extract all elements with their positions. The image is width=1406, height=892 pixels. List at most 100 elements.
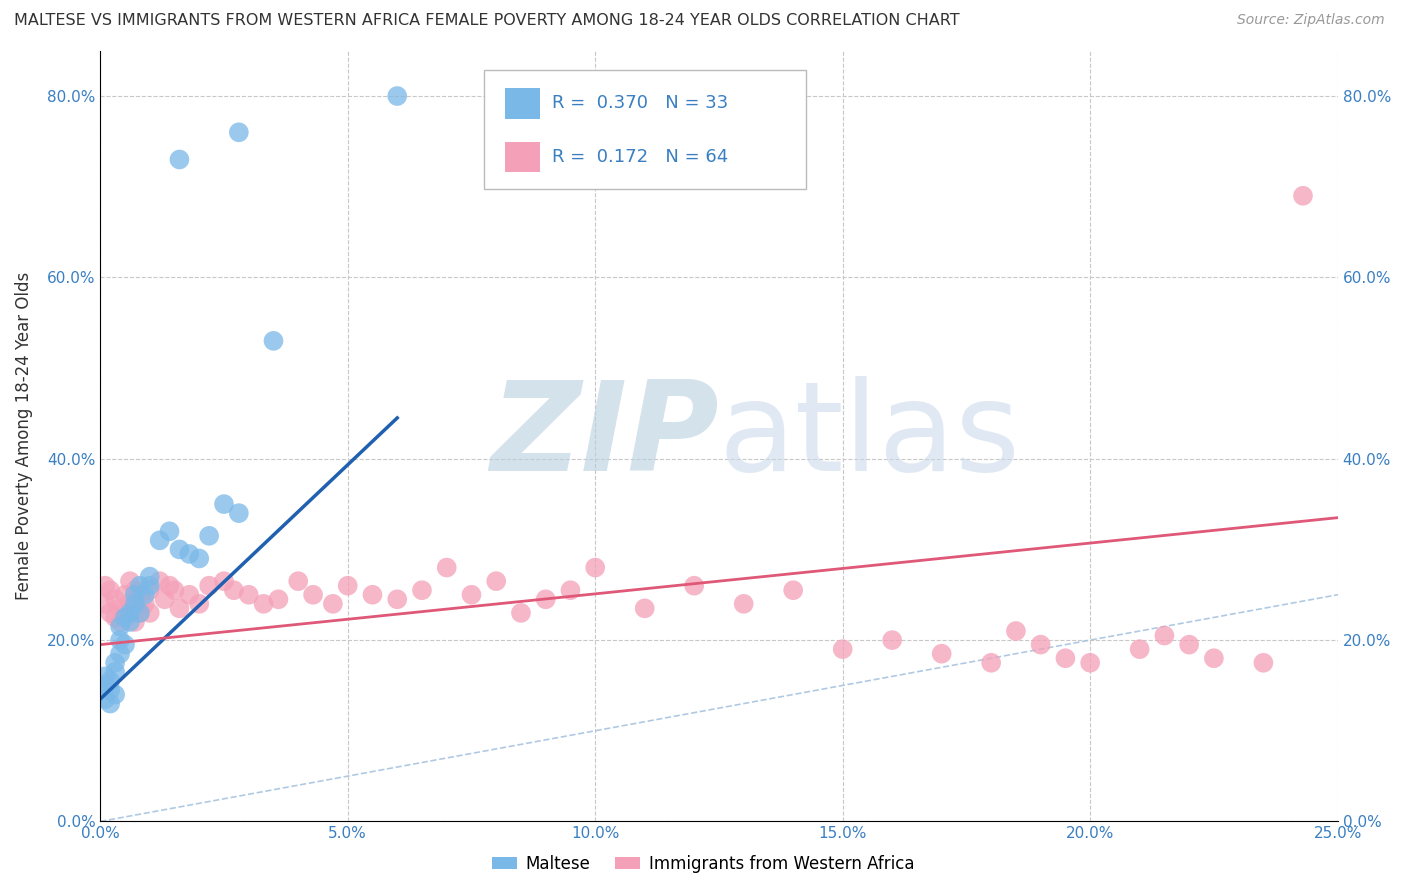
- Point: [188, 551, 211, 566]
- Text: MALTESE VS IMMIGRANTS FROM WESTERN AFRICA FEMALE POVERTY AMONG 18-24 YEAR OLDS C: MALTESE VS IMMIGRANTS FROM WESTERN AFRIC…: [14, 13, 960, 29]
- Point: [118, 606, 141, 620]
- Point: [212, 574, 235, 589]
- Point: [411, 583, 433, 598]
- Point: [139, 569, 162, 583]
- Point: [361, 588, 384, 602]
- Point: [782, 583, 804, 598]
- Point: [212, 497, 235, 511]
- Point: [118, 615, 141, 629]
- Point: [98, 673, 121, 688]
- Point: [882, 633, 904, 648]
- Point: [134, 597, 156, 611]
- Point: [128, 606, 150, 620]
- Point: [583, 560, 606, 574]
- Point: [149, 533, 172, 548]
- Point: [108, 601, 131, 615]
- Point: [634, 601, 657, 615]
- Point: [222, 583, 245, 598]
- Point: [485, 574, 508, 589]
- Point: [108, 633, 131, 648]
- Bar: [505, 142, 540, 172]
- Point: [179, 588, 201, 602]
- Point: [134, 588, 156, 602]
- Point: [124, 588, 146, 602]
- Point: [302, 588, 325, 602]
- Point: [179, 547, 201, 561]
- Point: [153, 592, 176, 607]
- Point: [1178, 638, 1201, 652]
- Bar: [505, 87, 540, 119]
- Point: [188, 597, 211, 611]
- Point: [98, 606, 121, 620]
- Point: [108, 619, 131, 633]
- Point: [169, 601, 191, 615]
- Point: [108, 647, 131, 661]
- Point: [118, 597, 141, 611]
- Point: [1029, 638, 1052, 652]
- Point: [114, 610, 136, 624]
- Point: [460, 588, 482, 602]
- Text: atlas: atlas: [718, 376, 1021, 497]
- Point: [169, 542, 191, 557]
- Point: [1054, 651, 1077, 665]
- Point: [1202, 651, 1225, 665]
- Point: [128, 588, 150, 602]
- Point: [322, 597, 344, 611]
- Point: [108, 615, 131, 629]
- Point: [124, 615, 146, 629]
- Point: [159, 524, 181, 539]
- Point: [159, 579, 181, 593]
- Point: [128, 606, 150, 620]
- Point: [128, 579, 150, 593]
- Point: [94, 579, 117, 593]
- Point: [980, 656, 1002, 670]
- Point: [252, 597, 274, 611]
- Point: [149, 574, 172, 589]
- Point: [387, 592, 409, 607]
- Point: [436, 560, 458, 574]
- Point: [114, 606, 136, 620]
- Point: [683, 579, 706, 593]
- Legend: Maltese, Immigrants from Western Africa: Maltese, Immigrants from Western Africa: [485, 848, 921, 880]
- Point: [94, 678, 117, 692]
- Point: [228, 506, 250, 520]
- Text: R =  0.172   N = 64: R = 0.172 N = 64: [553, 148, 728, 166]
- Point: [139, 579, 162, 593]
- Point: [118, 574, 141, 589]
- Point: [1005, 624, 1028, 638]
- Point: [267, 592, 290, 607]
- Point: [931, 647, 953, 661]
- Point: [1129, 642, 1152, 657]
- Point: [94, 597, 117, 611]
- Text: R =  0.370   N = 33: R = 0.370 N = 33: [553, 94, 728, 112]
- Point: [98, 697, 121, 711]
- Point: [114, 638, 136, 652]
- Point: [114, 588, 136, 602]
- Text: Source: ZipAtlas.com: Source: ZipAtlas.com: [1237, 13, 1385, 28]
- Point: [104, 688, 127, 702]
- Point: [139, 583, 162, 598]
- Point: [560, 583, 582, 598]
- Point: [104, 656, 127, 670]
- Point: [198, 529, 221, 543]
- Point: [228, 125, 250, 139]
- Point: [198, 579, 221, 593]
- Point: [94, 669, 117, 683]
- Point: [169, 153, 191, 167]
- Point: [139, 606, 162, 620]
- Y-axis label: Female Poverty Among 18-24 Year Olds: Female Poverty Among 18-24 Year Olds: [15, 272, 32, 600]
- Point: [733, 597, 755, 611]
- Point: [1078, 656, 1101, 670]
- Point: [98, 583, 121, 598]
- Point: [263, 334, 285, 348]
- Text: ZIP: ZIP: [491, 376, 718, 497]
- Point: [387, 89, 409, 103]
- FancyBboxPatch shape: [484, 70, 806, 189]
- Point: [163, 583, 186, 598]
- Point: [287, 574, 309, 589]
- Point: [94, 692, 117, 706]
- Point: [1253, 656, 1275, 670]
- Point: [510, 606, 533, 620]
- Point: [124, 597, 146, 611]
- Point: [98, 683, 121, 698]
